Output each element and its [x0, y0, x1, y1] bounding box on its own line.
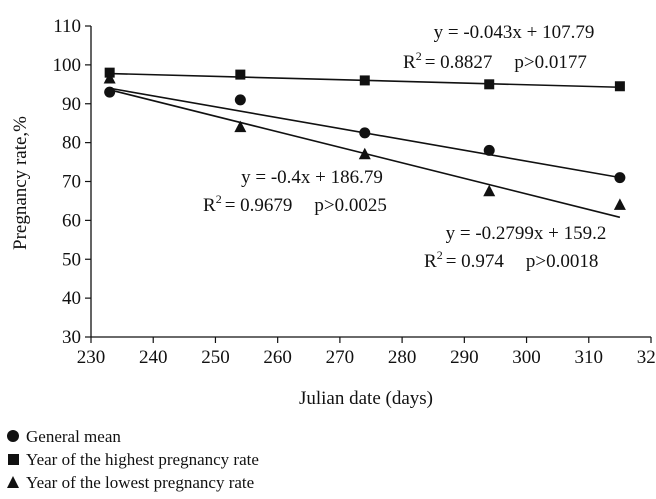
stats-highest: R2 = 0.8827 p>0.0177: [403, 49, 587, 73]
point-general: [483, 144, 495, 156]
point-lowest: [483, 184, 496, 197]
x-tick-label: 270: [326, 347, 355, 368]
legend-item-highest: Year of the highest pregnancy rate: [6, 448, 259, 471]
stats-general: R2 = 0.974 p>0.0018: [424, 248, 598, 272]
r2-value-lowest: = 0.9679: [225, 195, 293, 216]
equation-general: y = -0.2799x + 159.2: [446, 223, 607, 244]
point-general: [234, 94, 246, 106]
p-value-lowest: p>0.0025: [314, 195, 386, 216]
markers: [103, 67, 626, 210]
point-lowest: [103, 71, 116, 84]
x-tick-label: 260: [263, 347, 292, 368]
y-tick-label: 40: [62, 288, 81, 309]
y-tick-label: 50: [62, 249, 81, 270]
x-tick-label: 230: [77, 347, 106, 368]
legend-label-general: General mean: [26, 427, 121, 446]
stats-lowest: R2 = 0.9679 p>0.0025: [203, 192, 387, 216]
r2-sup: 2: [437, 248, 443, 262]
r2-value-highest: = 0.8827: [425, 52, 493, 73]
legend-item-general: General mean: [6, 425, 259, 448]
point-highest: [235, 69, 246, 80]
p-value-general: p>0.0018: [526, 251, 598, 272]
r2-value-general: = 0.974: [446, 251, 505, 272]
point-highest: [359, 75, 370, 86]
r2-label: R: [403, 52, 416, 73]
legend-label-highest: Year of the highest pregnancy rate: [26, 450, 259, 469]
point-lowest: [234, 120, 247, 133]
point-general: [614, 172, 626, 184]
y-axis-label: Pregnancy rate,%: [10, 116, 31, 250]
r2-sup: 2: [216, 192, 222, 206]
triangle-marker-icon: [6, 471, 20, 494]
point-highest: [484, 79, 495, 90]
point-highest: [614, 81, 625, 92]
y-tick-label: 30: [62, 327, 81, 348]
square-marker-icon: [6, 448, 20, 471]
point-general: [104, 86, 116, 98]
x-tick-label: 250: [201, 347, 230, 368]
p-value-highest: p>0.0177: [514, 52, 586, 73]
y-tick-label: 80: [62, 133, 81, 154]
r2-label: R: [203, 195, 216, 216]
y-tick-label: 100: [53, 55, 82, 76]
equation-highest: y = -0.043x + 107.79: [434, 22, 595, 43]
x-tick-label: 280: [388, 347, 417, 368]
x-tick-label: 320: [637, 347, 656, 368]
x-tick-label: 240: [139, 347, 168, 368]
chart: 30 40 50 60 70 80 90 100 110 230 240 250 260 270 280 29…: [10, 16, 656, 409]
x-tick-label: 310: [575, 347, 604, 368]
x-tick-label: 300: [512, 347, 541, 368]
r2-sup: 2: [416, 49, 422, 63]
point-lowest: [358, 147, 371, 160]
legend: General mean Year of the highest pregnan…: [6, 425, 259, 494]
y-tick-label: 70: [62, 172, 81, 193]
circle-marker-icon: [6, 425, 20, 448]
point-general: [359, 127, 371, 139]
point-lowest: [613, 198, 626, 210]
legend-item-lowest: Year of the lowest pregnancy rate: [6, 471, 259, 494]
x-axis-label: Julian date (days): [299, 388, 433, 409]
y-tick-label: 60: [62, 210, 81, 231]
x-tick-label: 290: [450, 347, 479, 368]
r2-label: R: [424, 251, 437, 272]
y-tick-label: 110: [53, 16, 81, 37]
legend-label-lowest: Year of the lowest pregnancy rate: [26, 473, 255, 492]
equation-lowest: y = -0.4x + 186.79: [241, 167, 383, 188]
y-tick-label: 90: [62, 94, 81, 115]
ticks: 30 40 50 60 70 80 90 100 110 230 240 250 260 270 280 29…: [53, 16, 656, 368]
